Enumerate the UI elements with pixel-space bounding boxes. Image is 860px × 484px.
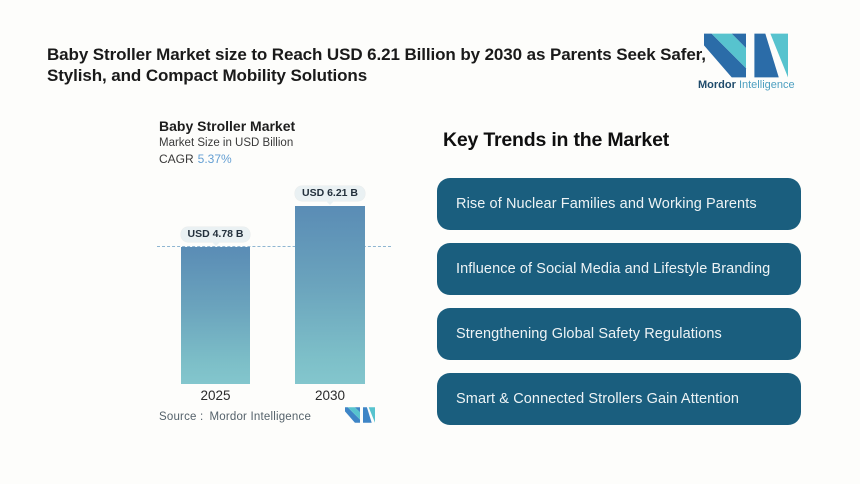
chart-subtitle: Market Size in USD Billion bbox=[159, 137, 294, 149]
value-callout-2030: USD 6.21 B bbox=[295, 186, 365, 205]
footer-logo-icon bbox=[345, 407, 375, 423]
bar-chart: USD 4.78 B 2025 USD 6.21 B 2030 bbox=[157, 180, 399, 403]
page-title: Baby Stroller Market size to Reach USD 6… bbox=[47, 44, 712, 86]
page-title-line1: Baby Stroller Market size to Reach USD 6… bbox=[47, 45, 706, 64]
brand-wordmark: Mordor Intelligence bbox=[698, 79, 795, 92]
trend-item-nuclear-families[interactable]: Rise of Nuclear Families and Working Par… bbox=[437, 178, 801, 230]
bar-column-2025: USD 4.78 B 2025 bbox=[181, 180, 250, 403]
key-trends-heading: Key Trends in the Market bbox=[443, 129, 670, 151]
key-trends-list: Rise of Nuclear Families and Working Par… bbox=[437, 178, 801, 438]
axis-label-2030: 2030 bbox=[314, 388, 346, 403]
source-label: Source : bbox=[159, 411, 204, 423]
brand-logo: Mordor Intelligence bbox=[698, 33, 795, 92]
bar-2025 bbox=[181, 247, 250, 384]
trend-item-smart-strollers[interactable]: Smart & Connected Strollers Gain Attenti… bbox=[437, 373, 801, 425]
value-callout-2025: USD 4.78 B bbox=[181, 227, 250, 246]
source-attribution: Source : Mordor Intelligence bbox=[159, 411, 311, 423]
chart-cagr: CAGR 5.37% bbox=[159, 152, 232, 166]
brand-wordmark-intelligence: Intelligence bbox=[738, 79, 795, 91]
axis-label-2025: 2025 bbox=[200, 388, 231, 403]
trend-item-social-media[interactable]: Influence of Social Media and Lifestyle … bbox=[437, 243, 801, 295]
source-value: Mordor Intelligence bbox=[209, 411, 312, 423]
mordor-logo-mark-icon bbox=[704, 33, 788, 78]
page-title-line2: Stylish, and Compact Mobility Solutions bbox=[47, 66, 368, 85]
cagr-label: CAGR bbox=[159, 152, 194, 166]
brand-wordmark-mordor: Mordor bbox=[698, 79, 736, 91]
trend-item-safety-regulations[interactable]: Strengthening Global Safety Regulations bbox=[437, 308, 801, 360]
reference-dashed-line bbox=[157, 246, 391, 247]
bar-2030 bbox=[295, 206, 365, 384]
chart-title: Baby Stroller Market bbox=[159, 118, 296, 134]
bar-column-2030: USD 6.21 B 2030 bbox=[295, 180, 365, 403]
cagr-value: 5.37% bbox=[197, 152, 232, 166]
